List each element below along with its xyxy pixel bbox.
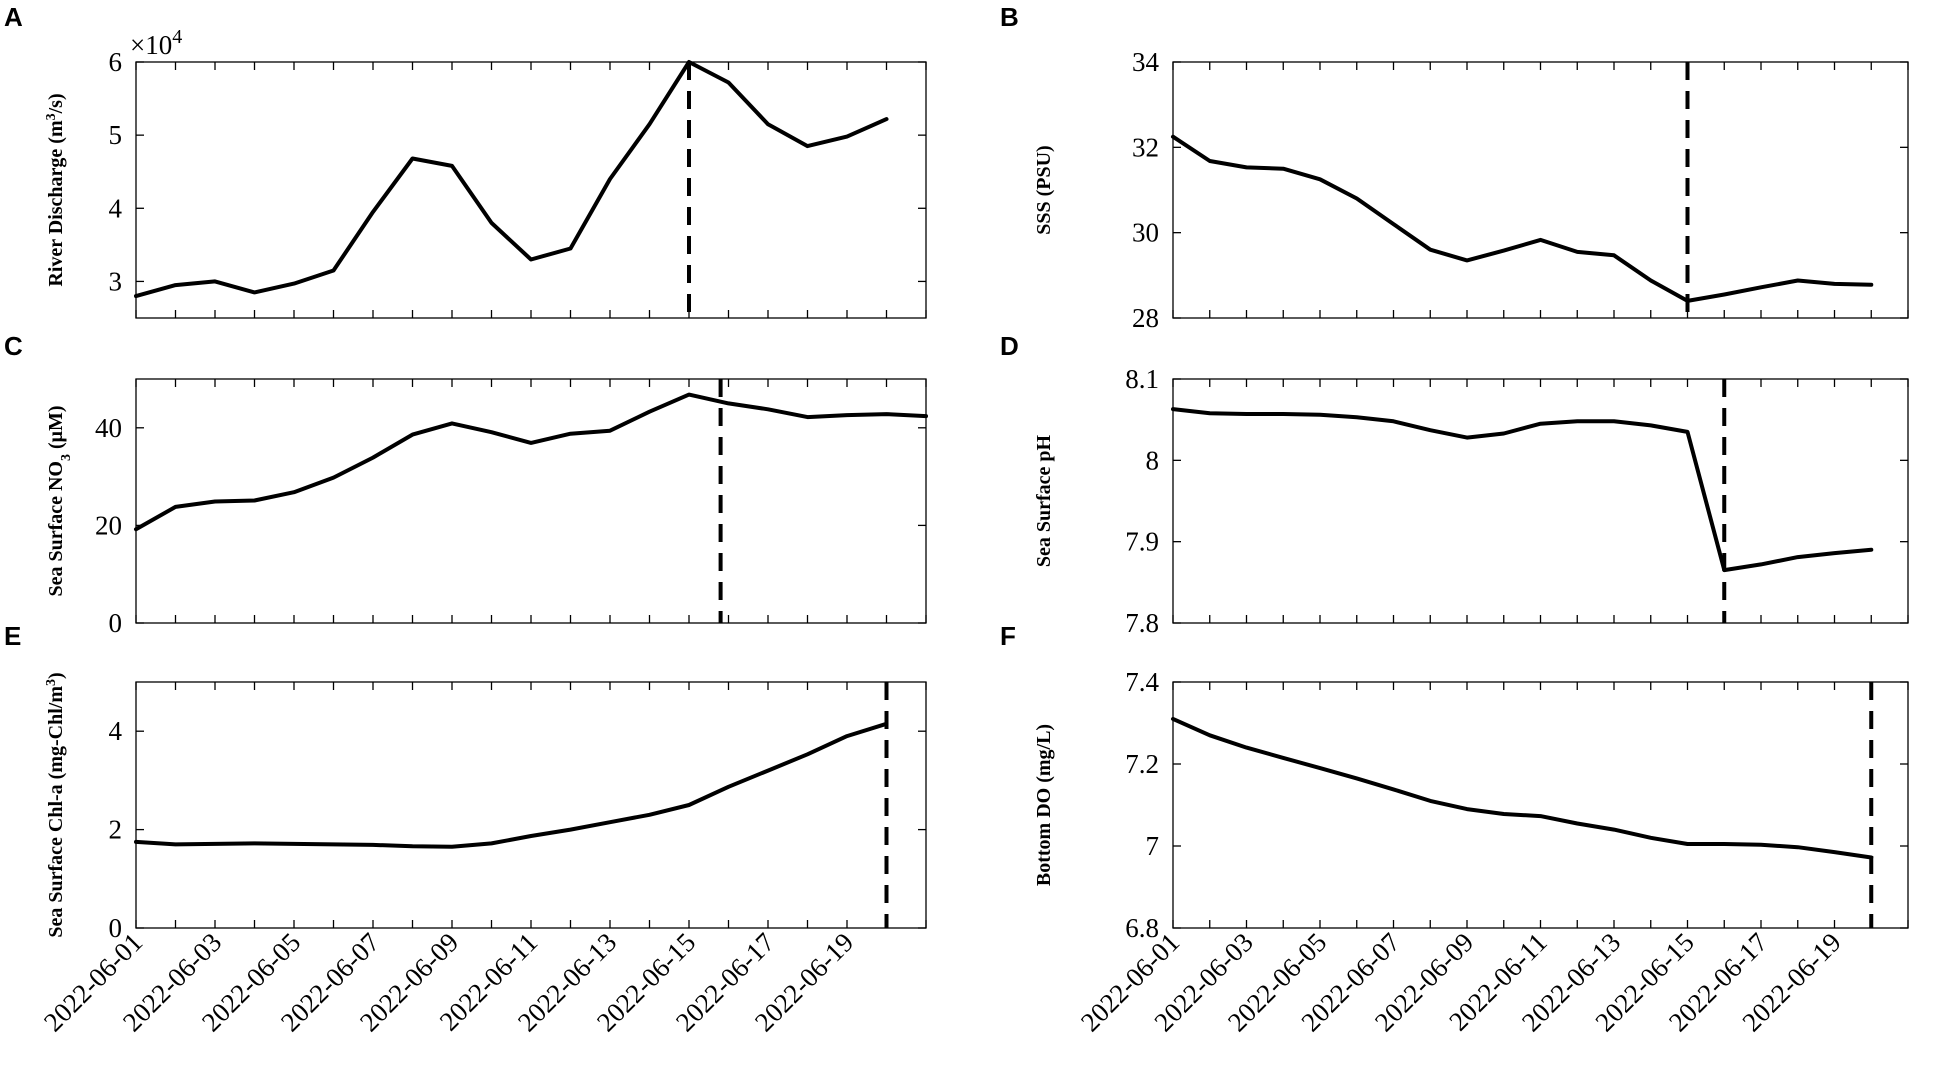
y-tick-label-c: 20 [95,510,122,540]
y-tick-label-b: 28 [1132,303,1159,333]
y-tick-label-d: 7.9 [1125,527,1159,557]
y-tick-label-c: 0 [109,608,123,638]
y-tick-label-a: 3 [109,266,123,296]
y-tick-label-f: 7 [1146,831,1160,861]
panel-b: B 28 30 32 34 SSS (PSU) [1000,2,1909,333]
series-line-b [1171,134,1874,303]
series-line-c [134,392,928,532]
panel-d: D 7.8 7.9 8 8.1 Sea Surface pH [1000,331,1909,638]
axes-frame-f [1172,681,1909,929]
panel-letter-b: B [1000,2,1019,32]
y-tick-label-e: 2 [109,815,123,845]
panel-letter-e: E [4,621,21,651]
y-tick-label-b: 34 [1132,47,1160,77]
panel-a: A 3 4 5 6 River Discharge (m3/s) ×104 [4,2,927,319]
y-axis-label-f: Bottom DO (mg/L) [1033,724,1055,886]
y-tick-label-d: 7.8 [1125,608,1159,638]
y-tick-label-a: 5 [109,120,123,150]
y-tick-label-f: 7.4 [1125,667,1159,697]
series-line-e [134,721,889,849]
panel-letter-c: C [4,331,23,361]
series-line-f [1171,716,1874,860]
y-axis-label-c: Sea Surface NO3 (μM) [45,405,74,596]
y-tick-label-e: 4 [109,716,123,746]
y-tick-label-d: 8.1 [1125,364,1159,394]
y-tick-label-f: 7.2 [1125,749,1159,779]
y-axis-label-a: River Discharge (m3/s) [44,93,68,286]
y-tick-label-b: 32 [1132,132,1159,162]
panel-letter-d: D [1000,331,1019,361]
y-tick-label-a: 4 [109,193,123,223]
axes-frame-e [135,681,927,929]
y-tick-label-f: 6.8 [1125,913,1159,943]
y-tick-label-a: 6 [109,47,123,77]
series-line-a [134,60,889,299]
y-tick-label-c: 40 [95,413,122,443]
series-line-d [1171,407,1874,573]
axes-frame-a [135,61,927,319]
panel-letter-f: F [1000,621,1016,651]
panel-e: E2022-06-012022-06-032022-06-052022-06-0… [4,621,927,1037]
panel-f: F2022-06-012022-06-032022-06-052022-06-0… [1000,621,1909,1037]
y-tick-label-e: 0 [109,913,123,943]
panel-letter-a: A [4,2,23,32]
y-tick-label-d: 8 [1146,445,1160,475]
y-axis-label-d: Sea Surface pH [1033,434,1055,567]
y-axis-label-e: Sea Surface Chl-a (mg-Chl/m3) [44,672,68,937]
y-exponent-label-a: ×104 [130,26,182,60]
y-tick-label-b: 30 [1132,218,1159,248]
y-axis-label-b: SSS (PSU) [1033,145,1055,234]
panel-c: C 0 20 40 Sea Surface NO3 (μM) [4,331,928,638]
